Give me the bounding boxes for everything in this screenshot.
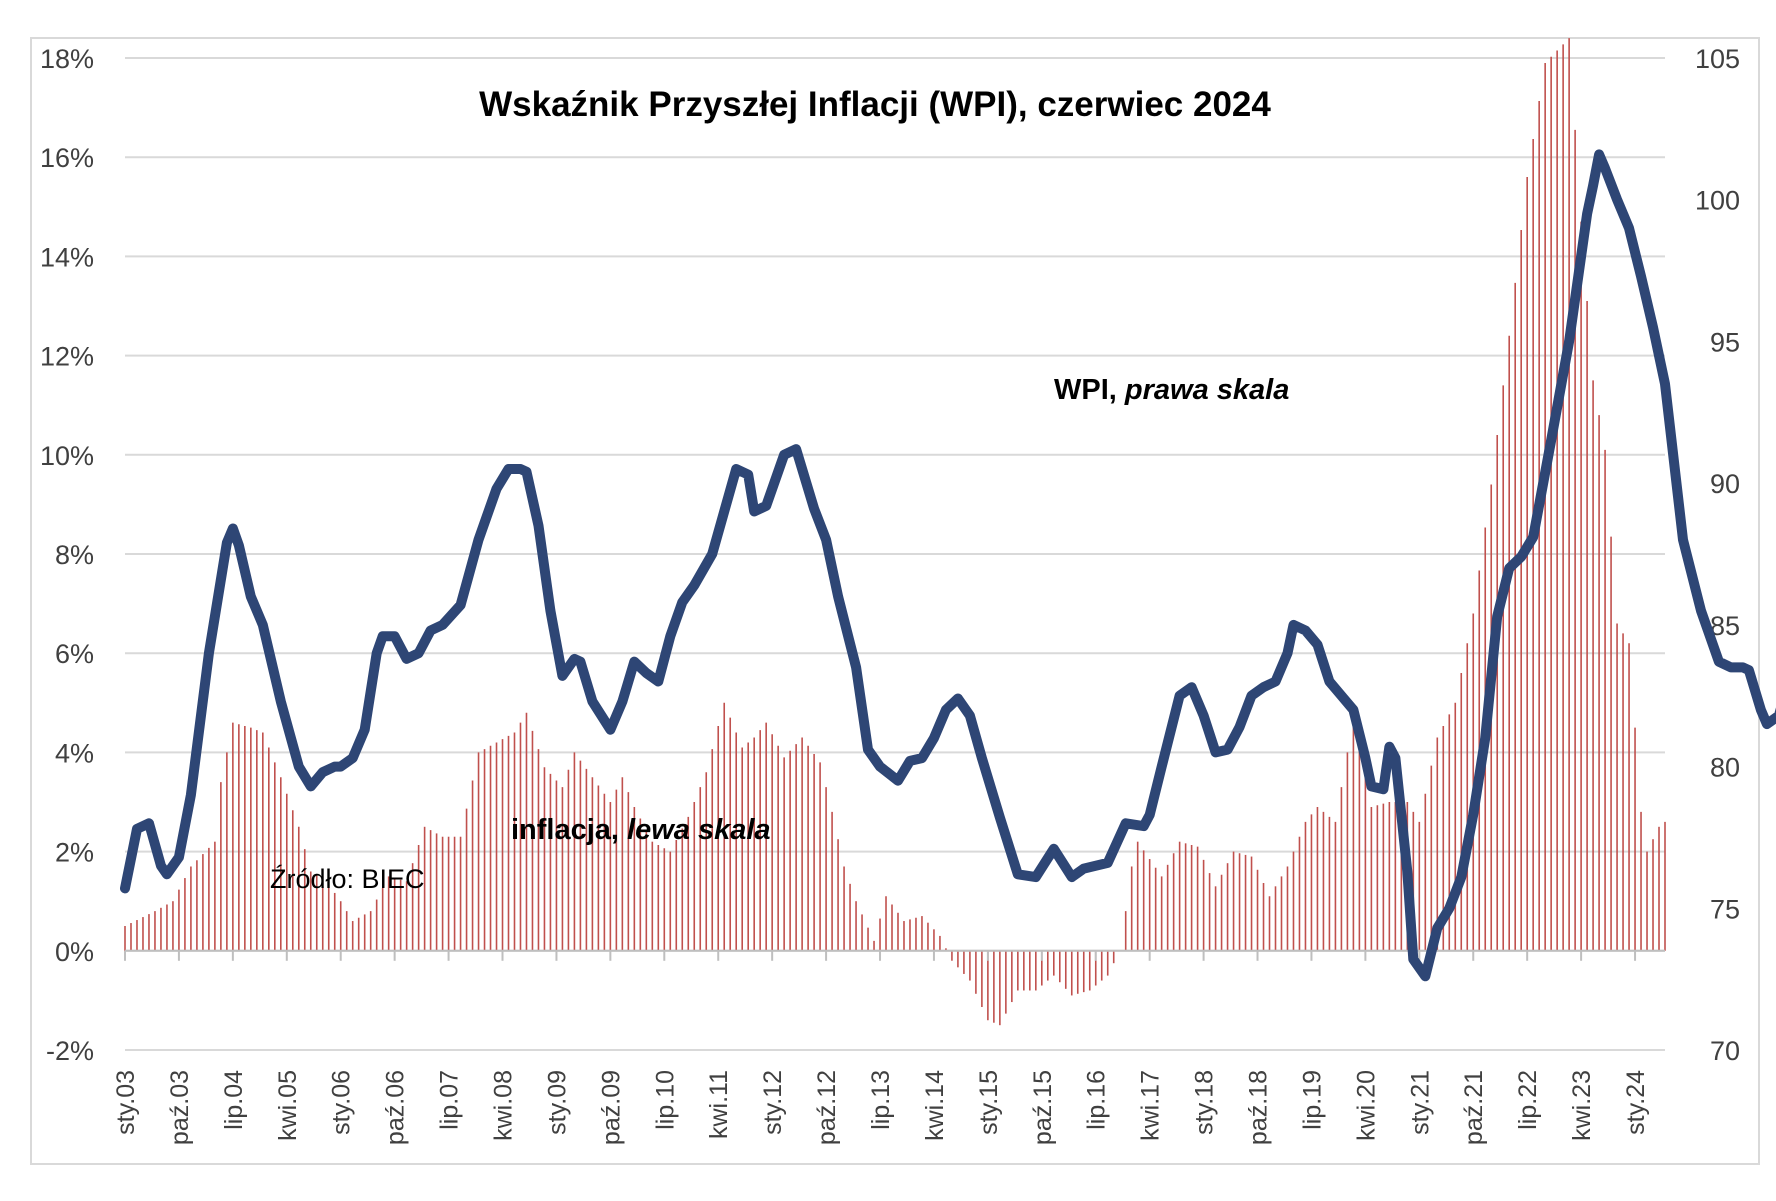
inflation-label-main: inflacja, [511, 814, 627, 846]
right-axis-tick-label: 105 [1695, 44, 1740, 74]
left-axis-tick-label: 0% [55, 937, 94, 967]
right-axis-tick-label: 80 [1710, 753, 1740, 783]
x-axis-tick-label: sty.18 [1191, 1070, 1219, 1135]
wpi-series-label: WPI, prawa skala [1054, 374, 1289, 406]
x-axis-tick-label: sty.03 [112, 1070, 140, 1135]
right-axis-tick-label: 70 [1710, 1036, 1740, 1066]
chart-title: Wskaźnik Przyszłej Inflacji (WPI), czerw… [479, 85, 1271, 124]
x-axis-tick-label: sty.21 [1406, 1070, 1434, 1135]
axis-layer: -2%0%2%4%6%8%10%12%14%16%18%707580859095… [40, 44, 1740, 1145]
x-axis-tick-label: kwi.14 [921, 1070, 949, 1141]
x-axis-tick-label: paź.15 [1029, 1070, 1057, 1145]
x-axis-tick-label: lip.19 [1298, 1070, 1326, 1130]
wpi-label-italic: prawa skala [1124, 374, 1289, 406]
x-axis-tick-label: kwi.20 [1352, 1070, 1380, 1141]
source-note: Źródło: BIEC [270, 864, 425, 894]
wpi-line [120, 149, 1776, 982]
x-axis-tick-label: paź.06 [382, 1070, 410, 1145]
x-axis-tick-label: sty.12 [759, 1070, 787, 1135]
right-axis-tick-label: 75 [1710, 894, 1740, 924]
x-axis-tick-label: sty.24 [1622, 1070, 1650, 1135]
x-axis-tick-label: lip.04 [220, 1070, 248, 1130]
x-axis-tick-label: kwi.17 [1137, 1070, 1165, 1141]
x-axis-tick-label: sty.09 [543, 1070, 571, 1135]
left-axis-tick-label: 4% [55, 738, 94, 768]
left-axis-tick-label: 6% [55, 639, 94, 669]
x-axis-tick-label: lip.07 [436, 1070, 464, 1130]
x-axis-tick-label: paź.18 [1245, 1070, 1273, 1145]
x-axis-tick-label: sty.15 [975, 1070, 1003, 1135]
left-axis-tick-label: 2% [55, 838, 94, 868]
x-axis-tick-label: paź.12 [813, 1070, 841, 1145]
right-axis-tick-label: 90 [1710, 469, 1740, 499]
left-axis-tick-label: 12% [40, 342, 94, 372]
x-axis-tick-label: kwi.08 [490, 1070, 518, 1141]
inflation-series-label: inflacja, lewa skala [511, 814, 771, 846]
chart-border [30, 37, 1760, 1165]
x-axis-tick-label: lip.22 [1514, 1070, 1542, 1130]
x-axis-tick-label: lip.16 [1083, 1070, 1111, 1130]
x-axis-tick-label: paź.09 [597, 1070, 625, 1145]
left-axis-tick-label: 16% [40, 143, 94, 173]
x-axis-tick-label: lip.13 [867, 1070, 895, 1130]
x-axis-tick-label: lip.10 [651, 1070, 679, 1130]
x-axis-tick-label: kwi.11 [705, 1070, 733, 1139]
inflation-label-italic: lewa skala [627, 814, 771, 846]
x-axis-tick-label: sty.06 [328, 1070, 356, 1135]
x-axis-tick-label: kwi.05 [274, 1070, 302, 1141]
wpi-label-main: WPI, [1054, 374, 1125, 406]
left-axis-tick-label: -2% [46, 1036, 94, 1066]
x-axis-tick-label: paź.03 [166, 1070, 194, 1145]
x-axis-tick-label: kwi.23 [1568, 1070, 1596, 1141]
left-axis-tick-label: 8% [55, 540, 94, 570]
left-axis-tick-label: 18% [40, 44, 94, 74]
inflation-bars [124, 38, 1666, 1026]
left-axis-tick-label: 14% [40, 242, 94, 272]
right-axis-tick-label: 100 [1695, 186, 1740, 216]
right-axis-tick-label: 95 [1710, 327, 1740, 357]
x-axis-tick-label: paź.21 [1460, 1070, 1488, 1145]
left-axis-tick-label: 10% [40, 441, 94, 471]
